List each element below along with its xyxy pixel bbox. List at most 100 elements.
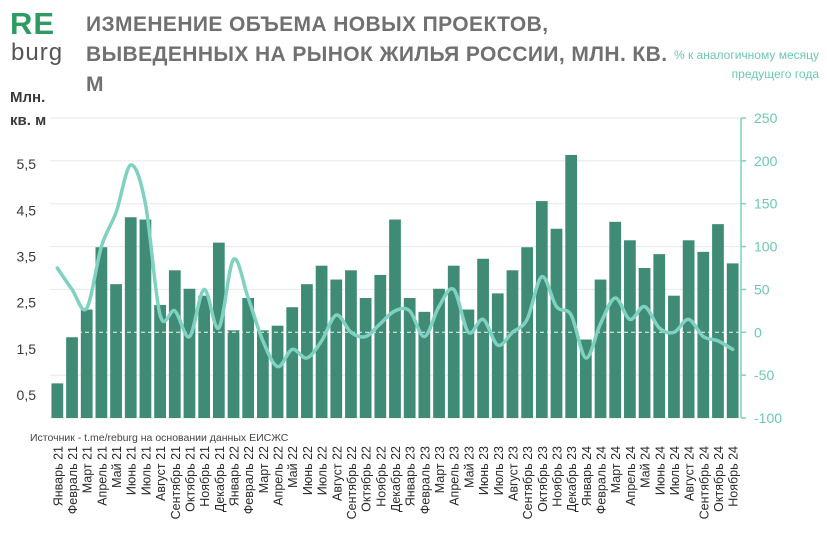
bar bbox=[110, 284, 122, 418]
x-tick-label: Август 22 bbox=[330, 446, 344, 501]
x-tick-label: Декабрь 22 bbox=[389, 446, 403, 512]
x-tick-label: Июль 24 bbox=[668, 446, 682, 495]
x-tick-label: Апрель 23 bbox=[448, 446, 462, 506]
x-tick-label: Апрель 21 bbox=[95, 446, 109, 506]
x-tick-label: Сентябрь 21 bbox=[169, 446, 183, 519]
bar bbox=[477, 258, 489, 418]
x-tick-label: Ноябрь 21 bbox=[198, 446, 212, 507]
bar bbox=[638, 268, 651, 418]
bar bbox=[447, 265, 460, 418]
x-tick-label: Июнь 23 bbox=[477, 446, 491, 495]
y-tick-label-right: -50 bbox=[754, 367, 774, 383]
bar bbox=[653, 254, 666, 418]
x-tick-label: Март 21 bbox=[81, 446, 95, 493]
x-tick-label: Август 21 bbox=[154, 446, 168, 501]
x-tick-label: Июль 22 bbox=[316, 446, 330, 495]
x-tick-label: Январь 24 bbox=[580, 446, 594, 506]
y-tick-label-right: 250 bbox=[754, 110, 778, 126]
x-tick-label: Май 22 bbox=[286, 446, 300, 488]
y-tick-label-right: 100 bbox=[754, 239, 778, 255]
bar bbox=[154, 304, 166, 418]
x-tick-label: Май 21 bbox=[110, 446, 124, 488]
bar bbox=[462, 309, 475, 418]
logo-burg: burg bbox=[11, 39, 64, 66]
x-tick-label: Июнь 24 bbox=[653, 446, 667, 495]
bar bbox=[66, 337, 78, 418]
bar bbox=[389, 219, 401, 418]
x-tick-label: Октябрь 22 bbox=[360, 446, 374, 512]
x-tick-label: Январь 21 bbox=[51, 446, 65, 506]
bar bbox=[565, 154, 578, 418]
bar bbox=[491, 293, 504, 418]
bar bbox=[301, 284, 313, 418]
y-tick-label-right: 0 bbox=[754, 324, 762, 340]
x-tick-label: Январь 22 bbox=[228, 446, 242, 506]
x-tick-label: Ноябрь 23 bbox=[550, 446, 564, 507]
bar bbox=[506, 270, 519, 418]
bar bbox=[286, 307, 299, 418]
x-tick-label: Сентябрь 24 bbox=[697, 446, 711, 519]
x-tick-label: Февраль 22 bbox=[242, 446, 256, 514]
y-tick-label-left: 3,5 bbox=[17, 248, 37, 264]
source-note: Источник - t.me/reburg на основании данн… bbox=[30, 432, 289, 444]
bar bbox=[51, 383, 64, 418]
series-line bbox=[55, 163, 735, 369]
bar bbox=[374, 274, 387, 418]
bar bbox=[124, 217, 137, 418]
bar bbox=[433, 288, 445, 418]
bar bbox=[330, 279, 343, 418]
bar bbox=[682, 240, 695, 418]
y-tick-label-right: 50 bbox=[754, 281, 770, 297]
bar bbox=[139, 219, 152, 418]
bar bbox=[271, 325, 284, 418]
x-tick-label: Июнь 21 bbox=[125, 446, 139, 495]
x-tick-label: Май 24 bbox=[639, 446, 653, 488]
bar bbox=[624, 240, 636, 418]
x-tick-label: Май 23 bbox=[462, 446, 476, 488]
bar bbox=[359, 298, 372, 418]
bar bbox=[242, 298, 255, 418]
y-axis-label-right: % к аналогичному месяцу предущего года bbox=[673, 48, 819, 81]
x-tick-label: Апрель 22 bbox=[272, 446, 286, 506]
bar bbox=[212, 242, 225, 418]
x-tick-label: Апрель 24 bbox=[624, 446, 638, 506]
y-axis-label-left: Млн. кв. м bbox=[10, 89, 47, 129]
x-tick-label: Июль 21 bbox=[139, 446, 153, 495]
y-tick-label-right: 150 bbox=[754, 196, 778, 212]
x-tick-label: Февраль 23 bbox=[418, 446, 432, 514]
x-tick-label: Январь 23 bbox=[404, 446, 418, 506]
x-tick-label: Ноябрь 24 bbox=[727, 446, 741, 507]
bar bbox=[668, 295, 680, 418]
bar bbox=[198, 295, 211, 418]
bar bbox=[712, 224, 724, 418]
x-tick-label: Февраль 21 bbox=[66, 446, 80, 514]
bar bbox=[726, 263, 739, 418]
x-tick-label: Сентябрь 23 bbox=[521, 446, 535, 519]
y-tick-label-left: 4,5 bbox=[17, 202, 37, 218]
bar bbox=[609, 221, 622, 418]
x-tick-label: Февраль 24 bbox=[595, 446, 609, 514]
bar bbox=[535, 201, 548, 418]
chart-title: ИЗМЕНЕНИЕ ОБЪЕМА НОВЫХ ПРОЕКТОВ, ВЫВЕДЕН… bbox=[86, 13, 668, 96]
x-tick-label: Октябрь 21 bbox=[183, 446, 197, 512]
x-tick-label: Июнь 22 bbox=[301, 446, 315, 495]
bar bbox=[403, 298, 416, 418]
bar bbox=[550, 228, 563, 418]
y-tick-label-right: 200 bbox=[754, 153, 778, 169]
y-tick-label-left: 1,5 bbox=[17, 341, 37, 357]
x-tick-label: Декабрь 21 bbox=[213, 446, 227, 512]
bar bbox=[183, 288, 196, 418]
bar bbox=[418, 311, 431, 418]
logo-re: RE bbox=[10, 6, 56, 41]
x-tick-label: Август 23 bbox=[506, 446, 520, 501]
x-tick-label: Ноябрь 22 bbox=[374, 446, 388, 507]
x-tick-label: Октябрь 24 bbox=[712, 446, 726, 512]
x-tick-label: Август 24 bbox=[683, 446, 697, 501]
bar bbox=[168, 270, 181, 418]
bar bbox=[257, 330, 269, 418]
x-tick-label: Июль 23 bbox=[492, 446, 506, 495]
y-tick-label-left: 0,5 bbox=[17, 387, 37, 403]
bar bbox=[594, 279, 607, 418]
x-tick-label: Март 23 bbox=[433, 446, 447, 493]
